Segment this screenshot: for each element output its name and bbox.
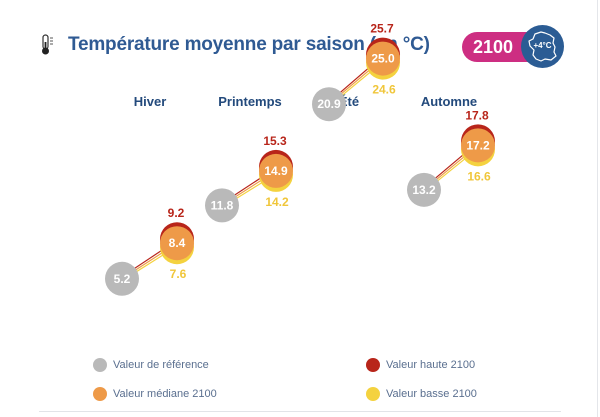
label-low-ete: 24.6 <box>372 83 396 97</box>
legend-dot-low <box>366 387 380 401</box>
divider <box>39 411 561 412</box>
label-high-ete: 25.7 <box>370 22 394 36</box>
legend-item-reference: Valeur de référence <box>93 358 209 372</box>
france-map-icon <box>528 31 557 62</box>
label-low-automne: 16.6 <box>467 169 491 183</box>
label-low-hiver: 7.6 <box>170 267 187 281</box>
label-low-printemps: 14.2 <box>265 195 289 209</box>
label-reference-ete: 20.9 <box>317 97 341 111</box>
warming-label: +4°C <box>533 41 552 50</box>
season-label-automne: Automne <box>420 94 478 109</box>
label-median-hiver: 8.4 <box>169 236 186 250</box>
legend-item-low: Valeur basse 2100 <box>366 387 477 401</box>
point-reference-hiver <box>105 261 139 296</box>
point-reference-automne <box>407 172 441 207</box>
point-reference-ete <box>312 87 346 122</box>
legend-dot-reference <box>93 358 107 372</box>
legend-dot-median <box>93 387 107 401</box>
label-reference-hiver: 5.2 <box>114 272 131 286</box>
badge-year: 2100 <box>473 37 514 57</box>
legend-item-high: Valeur haute 2100 <box>366 358 475 372</box>
label-median-printemps: 14.9 <box>264 164 288 178</box>
point-reference-printemps <box>205 188 239 223</box>
legend-label-high: Valeur haute 2100 <box>386 359 476 371</box>
label-high-printemps: 15.3 <box>263 134 287 148</box>
chart-header: Température moyenne par saison (en °C) <box>40 34 430 56</box>
point-median-automne <box>461 128 495 163</box>
legend-item-median: Valeur médiane 2100 <box>93 387 217 401</box>
label-median-automne: 17.2 <box>466 138 490 152</box>
label-reference-automne: 13.2 <box>412 183 436 197</box>
legend-label-low: Valeur basse 2100 <box>386 388 477 400</box>
label-median-ete: 25.0 <box>371 52 395 66</box>
season-label-printemps: Printemps <box>218 94 282 109</box>
thermometer-icon <box>42 34 53 55</box>
point-median-hiver <box>160 226 194 261</box>
legend-label-median: Valeur médiane 2100 <box>113 388 217 400</box>
legend-dot-high <box>366 358 380 372</box>
point-median-printemps <box>259 153 293 188</box>
chart-title: Température moyenne par saison (en °C) <box>68 34 430 55</box>
warming-badge: +4°C <box>521 25 564 68</box>
legend-label-reference: Valeur de référence <box>113 359 209 371</box>
label-high-hiver: 9.2 <box>168 206 185 220</box>
point-median-ete <box>366 41 400 76</box>
season-label-hiver: Hiver <box>133 94 167 109</box>
panel-border <box>597 0 598 417</box>
label-reference-printemps: 11.8 <box>211 198 234 212</box>
label-high-automne: 17.8 <box>465 108 489 122</box>
